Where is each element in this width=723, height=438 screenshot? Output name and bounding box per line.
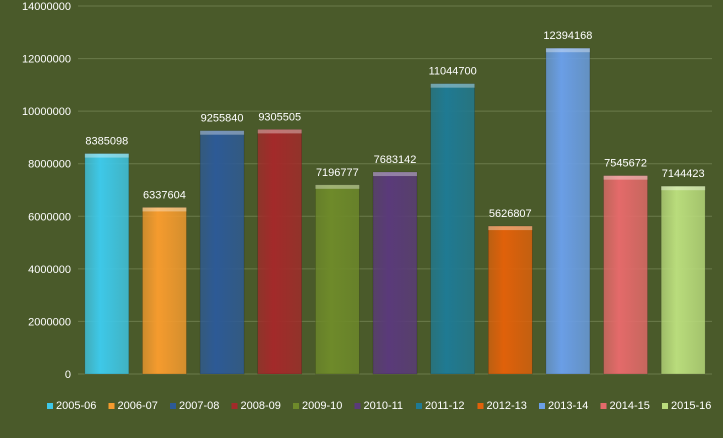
- bars: [84, 47, 706, 375]
- bar-2007-08: [199, 130, 245, 375]
- bar-2008-09: [257, 129, 303, 375]
- y-tick-label: 0: [65, 369, 71, 381]
- legend-item: 2013-14: [539, 400, 588, 412]
- legend-label: 2007-08: [179, 400, 219, 412]
- legend-swatch: [539, 403, 545, 409]
- y-tick-label: 10000000: [22, 106, 71, 118]
- data-label: 11044700: [429, 66, 477, 78]
- bar-top-highlight: [488, 226, 533, 231]
- bar-2013-14: [545, 47, 591, 375]
- legend-swatch: [662, 403, 668, 409]
- y-tick-label: 4000000: [28, 264, 71, 276]
- legend-swatch: [231, 403, 238, 409]
- legend-swatch: [108, 403, 115, 409]
- bar-2014-15: [603, 175, 648, 375]
- data-label: 6337604: [143, 189, 186, 201]
- bar-top-highlight: [545, 48, 590, 53]
- bar-2009-10: [315, 184, 360, 375]
- data-label: 7144423: [662, 168, 705, 180]
- data-label: 12394168: [543, 30, 592, 42]
- data-label: 7545672: [604, 158, 647, 170]
- bar-top-highlight: [315, 184, 360, 189]
- legend-item: 2009-10: [293, 400, 342, 412]
- bar-2005-06: [84, 153, 130, 375]
- data-label: 8385098: [85, 136, 128, 148]
- bar-top-highlight: [373, 172, 417, 177]
- bar-2015-16: [660, 185, 706, 375]
- y-tick-label: 2000000: [28, 316, 71, 328]
- legend-item: 2010-11: [354, 400, 404, 412]
- legend-label: 2010-11: [364, 400, 404, 412]
- y-axis-ticks: 0 2000000 4000000 6000000 8000000 10000000 120…: [22, 1, 71, 381]
- legend-item: 2012-13: [477, 400, 527, 412]
- legend-swatch: [170, 403, 176, 409]
- legend-label: 2012-13: [487, 400, 527, 412]
- legend-label: 2015-16: [671, 400, 711, 412]
- legend-item: 2007-08: [170, 400, 219, 412]
- legend-swatch: [354, 403, 361, 409]
- bar-top-highlight: [661, 186, 706, 191]
- legend-label: 2009-10: [302, 400, 342, 412]
- legend-swatch: [600, 403, 607, 409]
- bar-2011-12: [430, 83, 475, 375]
- legend-swatch: [416, 403, 422, 409]
- bar-2012-13: [487, 225, 533, 375]
- legend-item: 2011-12: [416, 400, 465, 412]
- legend-swatch: [47, 403, 53, 409]
- y-tick-label: 12000000: [22, 54, 71, 66]
- bar-2006-07: [142, 207, 187, 375]
- bar-top-highlight: [84, 153, 129, 158]
- data-label: 9305505: [258, 111, 301, 123]
- legend-label: 2008-09: [241, 400, 281, 412]
- data-label: 9255840: [201, 113, 244, 125]
- bar-2010-11: [372, 171, 418, 375]
- y-tick-label: 8000000: [28, 159, 71, 171]
- legend-swatch: [293, 403, 299, 409]
- legend-item: 2008-09: [231, 400, 281, 412]
- data-label: 7196777: [316, 167, 359, 179]
- bar-top-highlight: [257, 129, 302, 134]
- bar-top-highlight: [430, 83, 475, 88]
- data-labels: 8385098 6337604 9255840 9305505 7196777 76831…: [85, 30, 704, 220]
- y-tick-label: 6000000: [28, 211, 71, 223]
- y-tick-label: 14000000: [22, 1, 71, 13]
- legend-swatch: [477, 403, 484, 409]
- legend-label: 2014-15: [610, 400, 650, 412]
- data-label: 7683142: [374, 154, 417, 166]
- legend-item: 2015-16: [662, 400, 711, 412]
- legend-item: 2014-15: [600, 400, 650, 412]
- legend-label: 2005-06: [56, 400, 96, 412]
- bar-top-highlight: [603, 175, 648, 180]
- legend: 2005-06 2006-07 2007-08 2008-09 2009-10 2010-…: [47, 400, 711, 412]
- bar-top-highlight: [200, 130, 245, 135]
- legend-label: 2006-07: [118, 400, 158, 412]
- bar-top-highlight: [142, 207, 187, 212]
- legend-item: 2005-06: [47, 400, 96, 412]
- data-label: 5626807: [489, 208, 532, 220]
- legend-label: 2011-12: [425, 400, 465, 412]
- legend-item: 2006-07: [108, 400, 158, 412]
- legend-label: 2013-14: [548, 400, 588, 412]
